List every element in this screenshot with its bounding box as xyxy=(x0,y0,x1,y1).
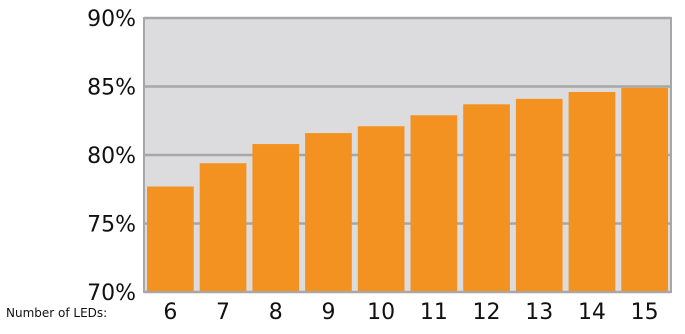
x-tick-label: 7 xyxy=(216,300,230,325)
y-tick-label: 75% xyxy=(87,213,136,238)
x-tick-label: 8 xyxy=(269,300,283,325)
y-tick-label: 85% xyxy=(87,76,136,101)
y-tick-label: 70% xyxy=(87,281,136,306)
plot-frame xyxy=(143,17,672,293)
bar-9 xyxy=(305,133,352,292)
y-axis-ticks: 70% 75% 80% 85% 90% xyxy=(87,7,136,306)
bar-13 xyxy=(515,98,563,292)
x-tick-label: 15 xyxy=(631,300,659,325)
x-tick-label: 14 xyxy=(578,300,606,325)
bar-15 xyxy=(621,87,668,293)
x-tick-label: 9 xyxy=(321,300,335,325)
bar-14 xyxy=(568,91,616,292)
bar-8 xyxy=(252,144,300,292)
bar-12 xyxy=(463,104,510,292)
x-tick-label: 12 xyxy=(473,300,501,325)
x-tick-label: 13 xyxy=(525,300,553,325)
bar-6 xyxy=(147,186,194,292)
x-tick-label: 10 xyxy=(367,300,395,325)
y-tick-label: 80% xyxy=(87,144,136,169)
x-tick-label: 6 xyxy=(163,300,177,325)
y-tick-label: 90% xyxy=(87,7,136,32)
bar-7 xyxy=(199,163,247,292)
bars xyxy=(147,87,668,293)
x-axis-ticks: 6 7 8 9 10 11 12 13 14 15 xyxy=(163,300,658,325)
x-axis-title: Number of LEDs: xyxy=(6,306,107,320)
x-tick-label: 11 xyxy=(420,300,448,325)
bar-10 xyxy=(357,126,405,292)
bar-11 xyxy=(410,115,458,293)
